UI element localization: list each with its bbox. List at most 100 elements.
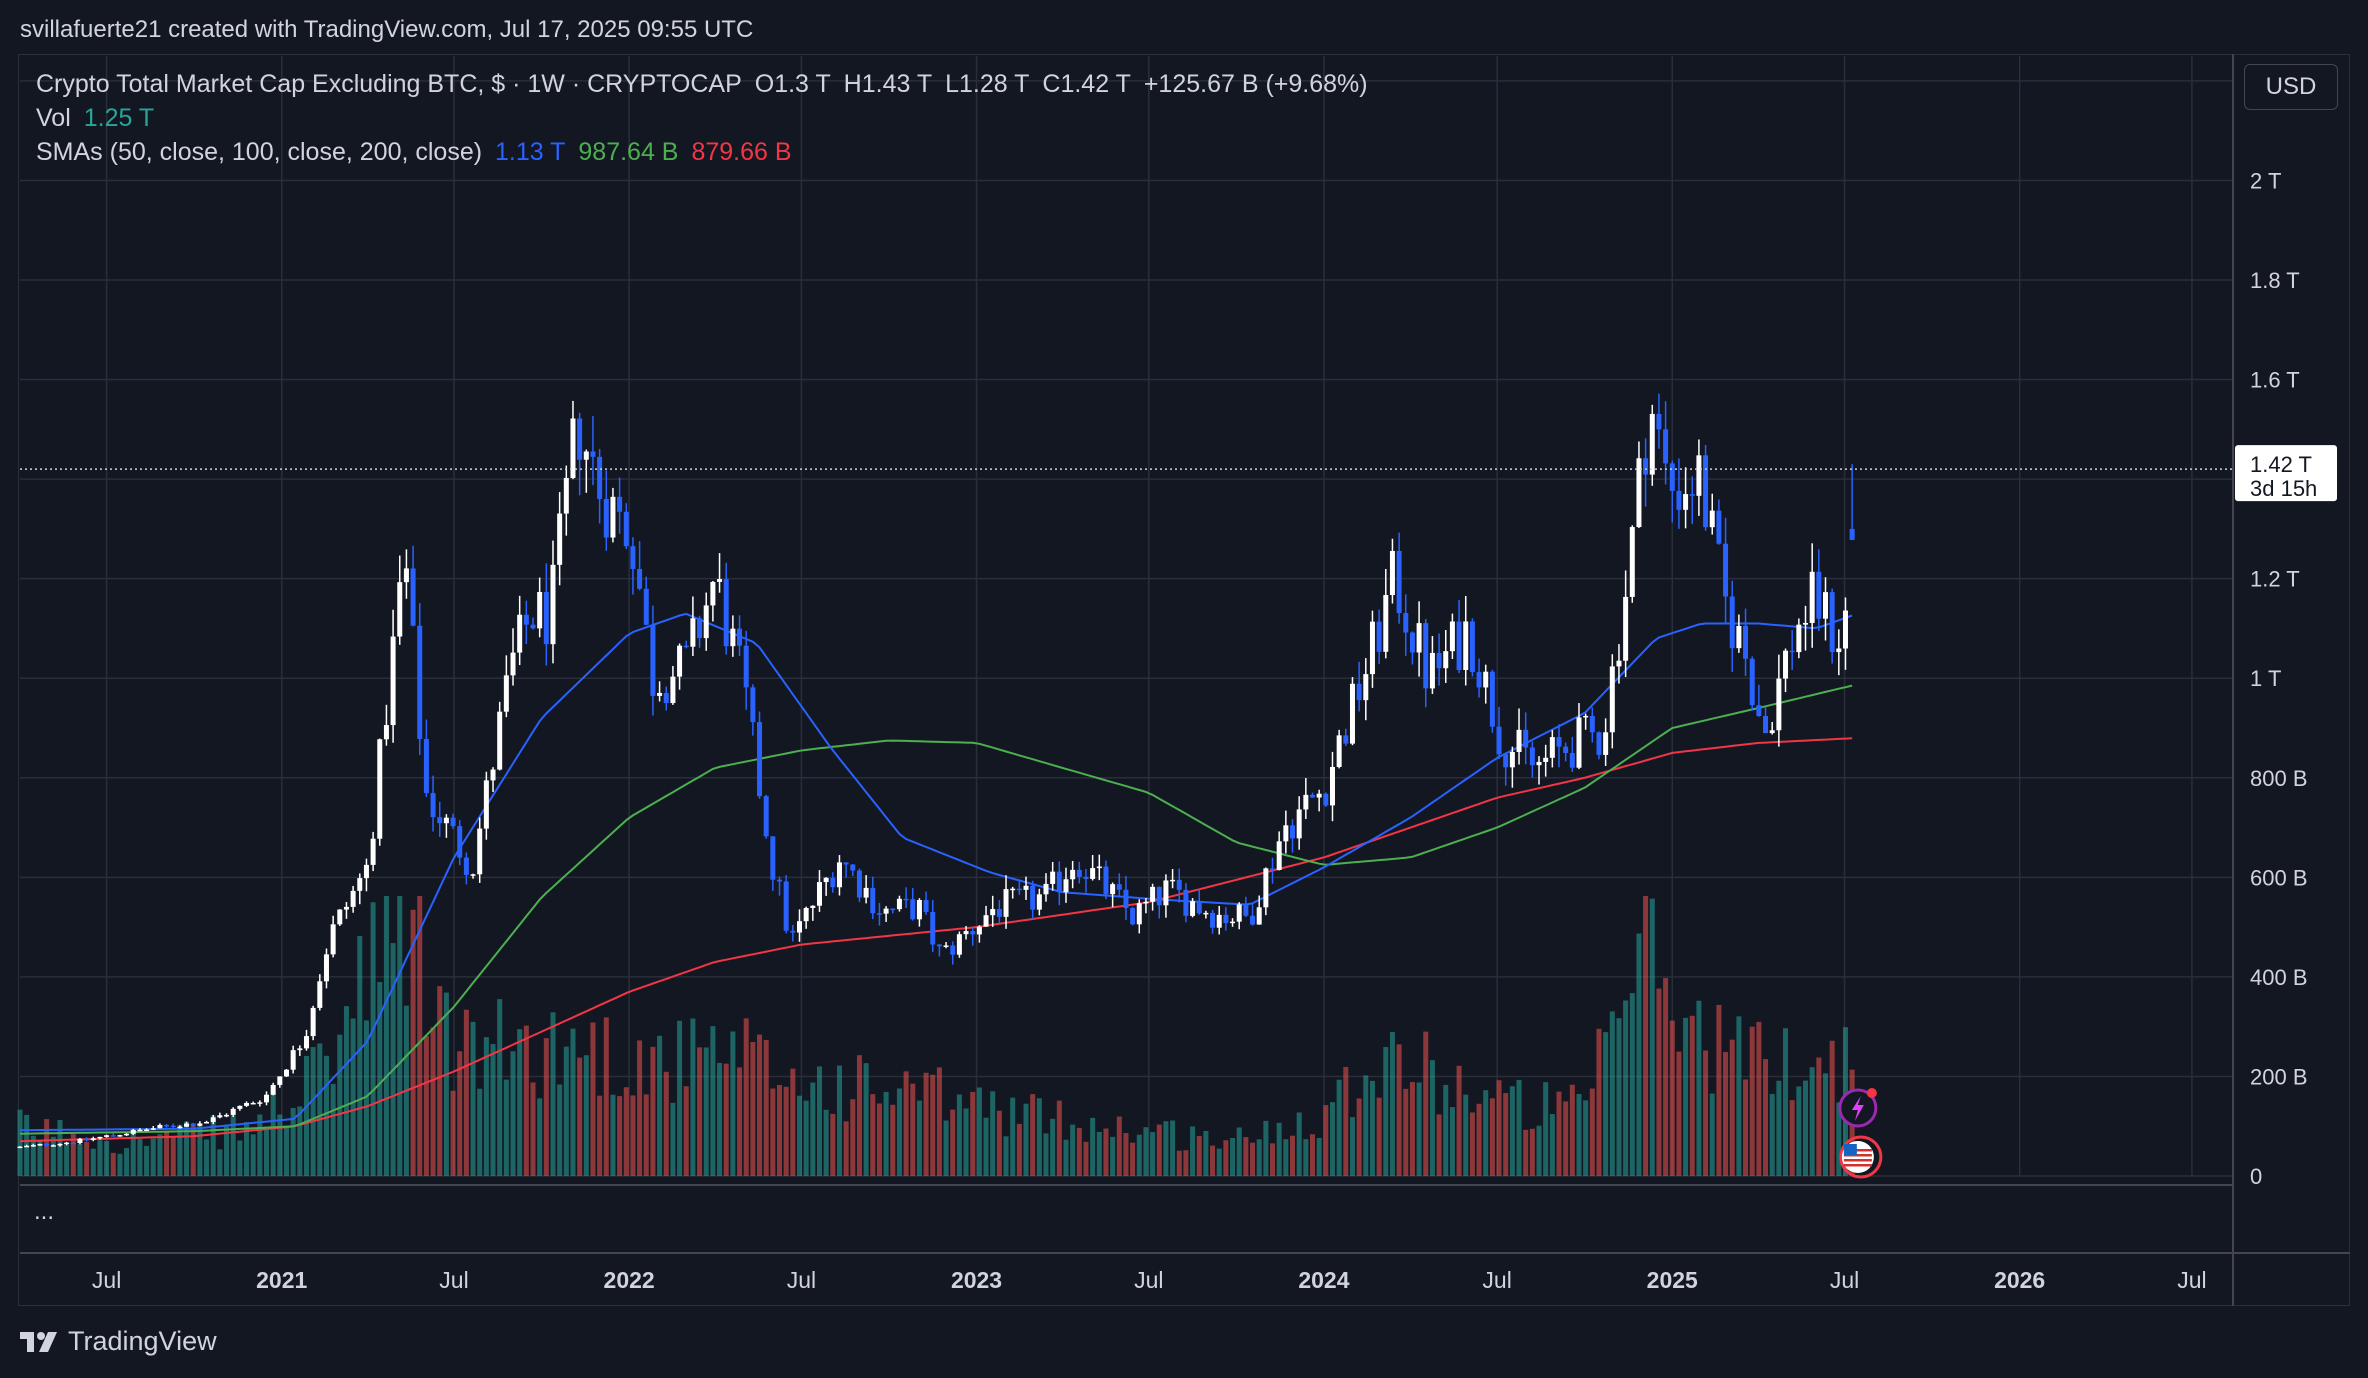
candle	[663, 686, 669, 711]
candle	[490, 767, 496, 792]
volume-bar	[250, 1134, 256, 1176]
volume-bar	[990, 1091, 996, 1176]
volume-bar	[443, 992, 449, 1176]
volume-bar	[70, 1134, 76, 1176]
volume-bar	[457, 1051, 463, 1176]
candle	[1316, 789, 1322, 812]
volume-bar	[1356, 1098, 1362, 1176]
candle-body	[1103, 866, 1109, 895]
candle-body	[177, 1126, 183, 1129]
candle-body	[1150, 886, 1156, 902]
candle-body	[204, 1121, 210, 1124]
volume-bar	[90, 1148, 96, 1176]
candle-body	[264, 1094, 270, 1103]
candle-body	[403, 568, 409, 583]
volume-bar	[1729, 1039, 1735, 1176]
candle	[570, 400, 576, 480]
legend-symbol[interactable]: Crypto Total Market Cap Excluding BTC, $…	[36, 70, 742, 98]
footer-branding[interactable]: TradingView	[20, 1326, 217, 1357]
candle-body	[1170, 879, 1176, 882]
candle-body	[1276, 841, 1282, 870]
candle	[1423, 619, 1429, 708]
volume-bar	[110, 1152, 116, 1176]
x-tick-label: 2024	[1298, 1267, 1349, 1293]
volume-bar	[970, 1091, 976, 1176]
volume-bar	[703, 1047, 709, 1176]
candle	[1389, 538, 1395, 604]
volume-bar	[1103, 1128, 1109, 1176]
volume-bar	[1076, 1127, 1082, 1176]
volume-bar	[1763, 1059, 1769, 1176]
candle	[390, 609, 396, 743]
volume-bar	[17, 1109, 23, 1176]
candle-body	[1783, 650, 1789, 679]
candle-body	[277, 1076, 283, 1085]
volume-bar	[1130, 1142, 1136, 1176]
candle-body	[563, 477, 569, 514]
volume-bar	[490, 1044, 496, 1176]
more-options-button[interactable]: ...	[34, 1198, 55, 1225]
candle-body	[1203, 912, 1209, 915]
flag-canton	[1843, 1144, 1857, 1155]
candle	[1170, 869, 1176, 889]
volume-bar	[823, 1109, 829, 1176]
candle-body	[1263, 868, 1269, 908]
volume-bar	[663, 1071, 669, 1176]
candlestick-chart[interactable]: 0 200 B 400 B 600 B 800 B 1 T 1.2 T 1.6 T 1.8 T 2…	[0, 0, 2368, 1306]
candle	[90, 1136, 96, 1142]
candle	[970, 927, 976, 946]
candle-body	[1136, 903, 1142, 925]
candle	[1090, 855, 1096, 881]
candle-body	[1716, 510, 1722, 544]
legend-sma50-value: 1.13 T	[495, 138, 566, 166]
volume-bar	[1316, 1137, 1322, 1176]
candle-body	[976, 926, 982, 935]
candle	[950, 941, 956, 965]
candle-body	[1649, 413, 1655, 475]
legend-vol-label[interactable]: Vol	[36, 104, 71, 132]
candle	[204, 1120, 210, 1124]
volume-bar	[1503, 1093, 1509, 1176]
volume-bar	[657, 1035, 663, 1176]
candle-body	[996, 909, 1002, 917]
candle	[1589, 707, 1595, 743]
candle-body	[1583, 715, 1589, 718]
volume-bar	[104, 1140, 110, 1176]
volume-bar	[270, 1094, 276, 1176]
x-tick-label: 2022	[604, 1267, 655, 1293]
candle	[1563, 742, 1569, 762]
candle	[70, 1142, 76, 1145]
volume-bar	[883, 1091, 889, 1176]
legend-sma-label[interactable]: SMAs (50, close, 100, close, 200, close)	[36, 138, 483, 166]
candle-body	[1223, 914, 1229, 924]
volume-bar	[1210, 1145, 1216, 1176]
candle-body	[297, 1048, 303, 1051]
candle-body	[210, 1117, 216, 1122]
candle-body	[810, 905, 816, 908]
candle	[97, 1136, 103, 1140]
currency-button[interactable]: USD	[2244, 64, 2338, 110]
candle-body	[443, 817, 449, 824]
candle	[1683, 467, 1689, 529]
volume-bar	[570, 1028, 576, 1176]
candle-body	[1489, 671, 1495, 727]
candle-body	[690, 618, 696, 647]
volume-bar	[1023, 1103, 1029, 1176]
candle	[1070, 860, 1076, 889]
candle-body	[157, 1124, 163, 1129]
candle	[976, 925, 982, 943]
candle-body	[144, 1129, 150, 1131]
candle	[763, 794, 769, 839]
volume-bar	[483, 1037, 489, 1176]
candle-body	[1396, 550, 1402, 614]
candle	[1789, 629, 1795, 670]
candle	[583, 449, 589, 493]
volume-bar	[1436, 1114, 1442, 1176]
legend-sma-row: SMAs (50, close, 100, close, 200, close)…	[36, 138, 798, 167]
volume-bar	[637, 1040, 643, 1176]
candle-body	[1596, 732, 1602, 755]
volume-bar	[190, 1124, 196, 1176]
candle-body	[377, 739, 383, 839]
candle-body	[783, 881, 789, 931]
candle	[470, 873, 476, 879]
